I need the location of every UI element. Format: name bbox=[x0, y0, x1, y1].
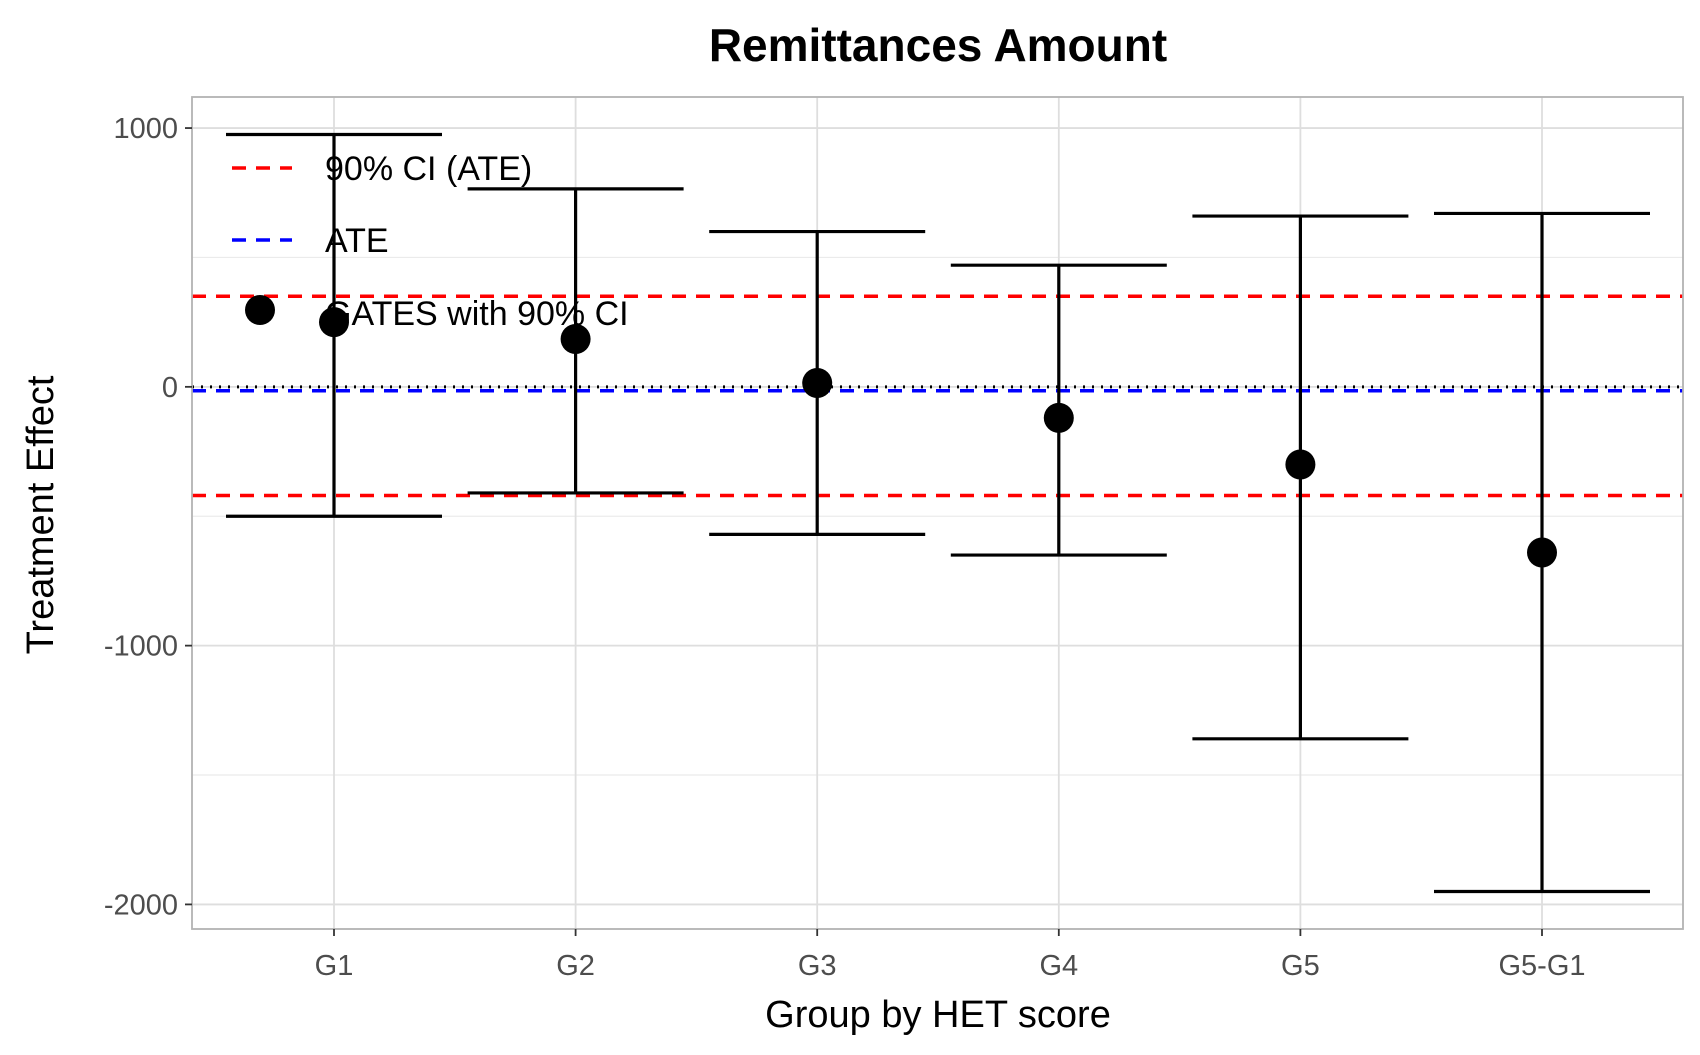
axes: 1000 0 -1000 -2000 G1 G2 G3 G4 G5 G5-G1 bbox=[104, 96, 1684, 982]
x-tick-label: G1 bbox=[315, 950, 354, 982]
y-tick-label: -2000 bbox=[104, 889, 178, 921]
y-axis-title: Treatment Effect bbox=[20, 375, 62, 654]
gates-group bbox=[950, 263, 1167, 557]
gates-point bbox=[1527, 537, 1557, 568]
y-tick-label: 0 bbox=[162, 372, 178, 404]
chart-title: Remittances Amount bbox=[709, 19, 1167, 71]
legend-item: GATES with 90% CI bbox=[245, 295, 629, 333]
x-tick-label: G4 bbox=[1039, 950, 1078, 982]
panel-border bbox=[191, 96, 1684, 930]
gates-group bbox=[467, 187, 684, 495]
x-tick-label: G5 bbox=[1281, 950, 1320, 982]
x-tick-label: G5-G1 bbox=[1498, 950, 1585, 982]
x-axis-title: Group by HET score bbox=[765, 994, 1111, 1036]
gates-group bbox=[1192, 214, 1409, 741]
y-tick-label: 1000 bbox=[113, 113, 178, 145]
gates-series bbox=[226, 132, 1650, 894]
x-tick-label: G2 bbox=[556, 950, 595, 982]
gates-group bbox=[1434, 211, 1650, 894]
legend-item: 90% CI (ATE) bbox=[232, 150, 532, 188]
gates-point bbox=[1285, 449, 1316, 480]
gates-point bbox=[560, 323, 591, 354]
legend-label: GATES with 90% CI bbox=[325, 295, 629, 333]
y-tick-label: -1000 bbox=[104, 631, 178, 663]
gates-group bbox=[709, 229, 926, 536]
gates-point bbox=[802, 367, 833, 398]
legend-item: ATE bbox=[232, 222, 389, 260]
gates-point bbox=[1043, 402, 1074, 433]
gates-point bbox=[319, 307, 349, 338]
legend-key-point bbox=[245, 295, 275, 325]
gates-group bbox=[226, 132, 442, 518]
reference-lines bbox=[192, 294, 1683, 498]
legend-label: 90% CI (ATE) bbox=[325, 150, 532, 188]
legend-label: ATE bbox=[325, 222, 389, 260]
legend: 90% CI (ATE) ATE GATES with 90% CI bbox=[232, 150, 629, 333]
grid bbox=[192, 97, 1683, 929]
x-tick-label: G3 bbox=[798, 950, 837, 982]
